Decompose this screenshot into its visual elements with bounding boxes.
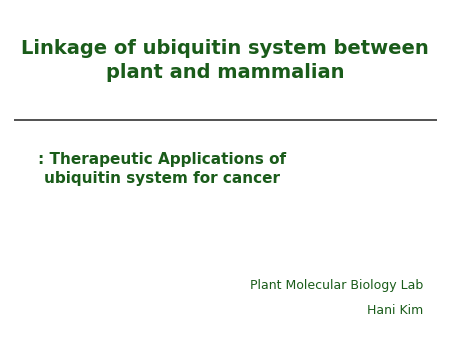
Text: Plant Molecular Biology Lab: Plant Molecular Biology Lab [250, 279, 423, 292]
Text: : Therapeutic Applications of
ubiquitin system for cancer: : Therapeutic Applications of ubiquitin … [38, 152, 286, 186]
Text: Linkage of ubiquitin system between
plant and mammalian: Linkage of ubiquitin system between plan… [21, 39, 429, 82]
Text: Hani Kim: Hani Kim [367, 305, 423, 317]
